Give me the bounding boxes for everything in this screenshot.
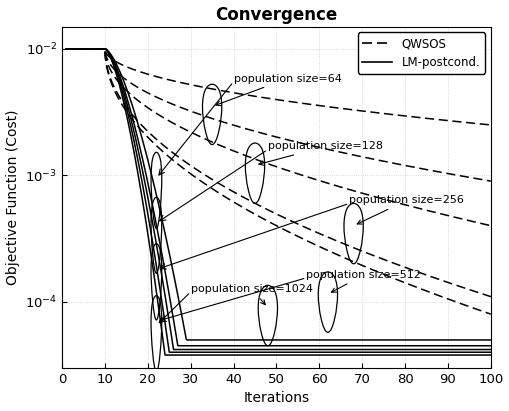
- Text: population size=64: population size=64: [216, 74, 342, 106]
- Y-axis label: Objective Function (Cost): Objective Function (Cost): [6, 109, 19, 285]
- Title: Convergence: Convergence: [215, 6, 337, 23]
- Text: population size=1024: population size=1024: [191, 284, 313, 305]
- Text: population size=512: population size=512: [306, 270, 421, 292]
- Text: population size=128: population size=128: [259, 141, 383, 165]
- Legend: QWSOS, LM-postcond.: QWSOS, LM-postcond.: [358, 32, 485, 74]
- X-axis label: Iterations: Iterations: [243, 391, 309, 405]
- Text: population size=256: population size=256: [349, 195, 464, 224]
